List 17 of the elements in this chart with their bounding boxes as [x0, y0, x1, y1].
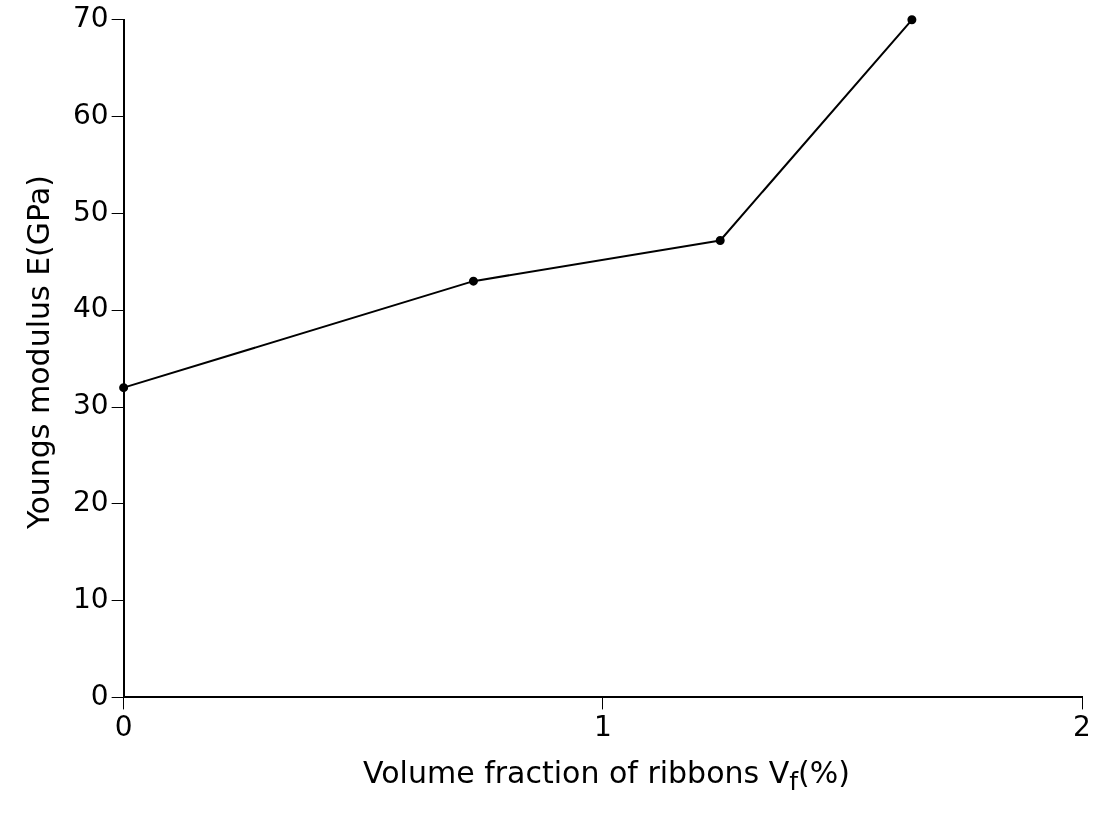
y-tick-label: 60 — [72, 97, 109, 131]
x-tick-label: 0 — [114, 710, 133, 744]
y-tick-label: 50 — [72, 194, 109, 228]
y-tick-label: 30 — [72, 388, 109, 422]
y-tick-label: 0 — [90, 678, 109, 712]
point — [907, 15, 917, 25]
y-tick-label: 20 — [72, 485, 109, 519]
x-tick-label: 1 — [593, 710, 612, 744]
x-axis-title: Volume fraction of ribbons V$_{f}$(%) — [362, 755, 851, 796]
point — [119, 383, 129, 393]
x-tick-label: 2 — [1073, 710, 1091, 744]
point — [715, 236, 725, 245]
y-tick-label: 10 — [72, 581, 109, 615]
point — [468, 276, 478, 286]
y-tick-label: 70 — [72, 1, 109, 35]
y-axis-title: Youngs modulus E(GPa) — [20, 175, 56, 529]
y-tick-label: 40 — [72, 291, 109, 325]
